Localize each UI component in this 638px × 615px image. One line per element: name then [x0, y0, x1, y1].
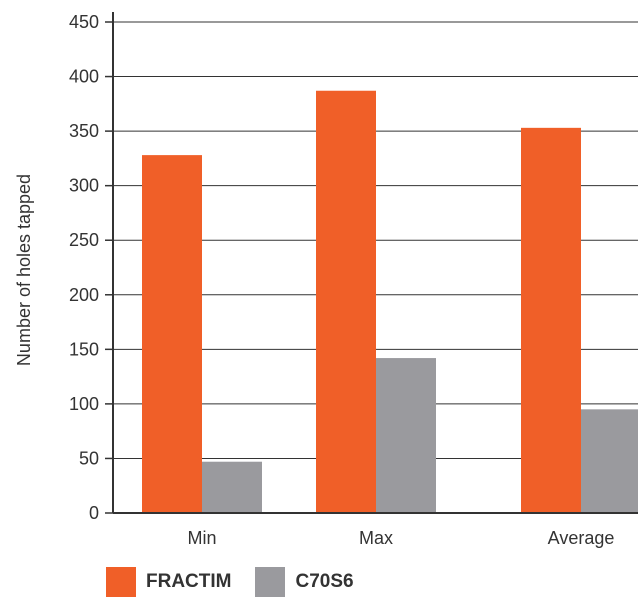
- y-tick-label: 450: [69, 12, 99, 32]
- x-tick-label-average: Average: [548, 528, 615, 548]
- y-axis-title: Number of holes tapped: [14, 174, 34, 366]
- legend-swatch-fractim: [106, 567, 136, 597]
- y-tick-label: 250: [69, 230, 99, 250]
- y-tick-label: 50: [79, 448, 99, 468]
- bar-c70s6-average: [581, 409, 638, 513]
- y-tick-label: 300: [69, 176, 99, 196]
- legend-item-fractim: FRACTIM: [106, 567, 231, 597]
- y-tick-label: 0: [89, 503, 99, 523]
- legend-label-fractim: FRACTIM: [146, 571, 232, 592]
- bar-fractim-average: [521, 127, 581, 514]
- legend-item-c70s6: C70S6: [255, 567, 354, 597]
- y-tick-label: 200: [69, 285, 99, 305]
- y-tick-label: 100: [69, 394, 99, 414]
- legend-swatch-c70s6: [255, 567, 286, 597]
- axes: [105, 12, 638, 514]
- y-tick-label: 350: [69, 121, 99, 141]
- y-tick-labels: 0 50 100 150 200 250 300 350 400 450: [69, 12, 99, 523]
- y-tick-label: 150: [69, 339, 99, 359]
- x-tick-labels: Min Max Average: [187, 528, 614, 548]
- bar-c70s6-max: [376, 358, 436, 513]
- y-tick-label: 400: [69, 67, 99, 87]
- bar-fractim-max: [316, 90, 376, 514]
- bar-c70s6-min: [202, 461, 262, 513]
- x-tick-label-min: Min: [187, 528, 216, 548]
- bar-fractim-min: [142, 155, 202, 514]
- bars: [142, 90, 638, 514]
- legend: FRACTIM C70S6: [106, 567, 378, 597]
- x-tick-label-max: Max: [359, 528, 393, 548]
- legend-label-c70s6: C70S6: [295, 571, 354, 592]
